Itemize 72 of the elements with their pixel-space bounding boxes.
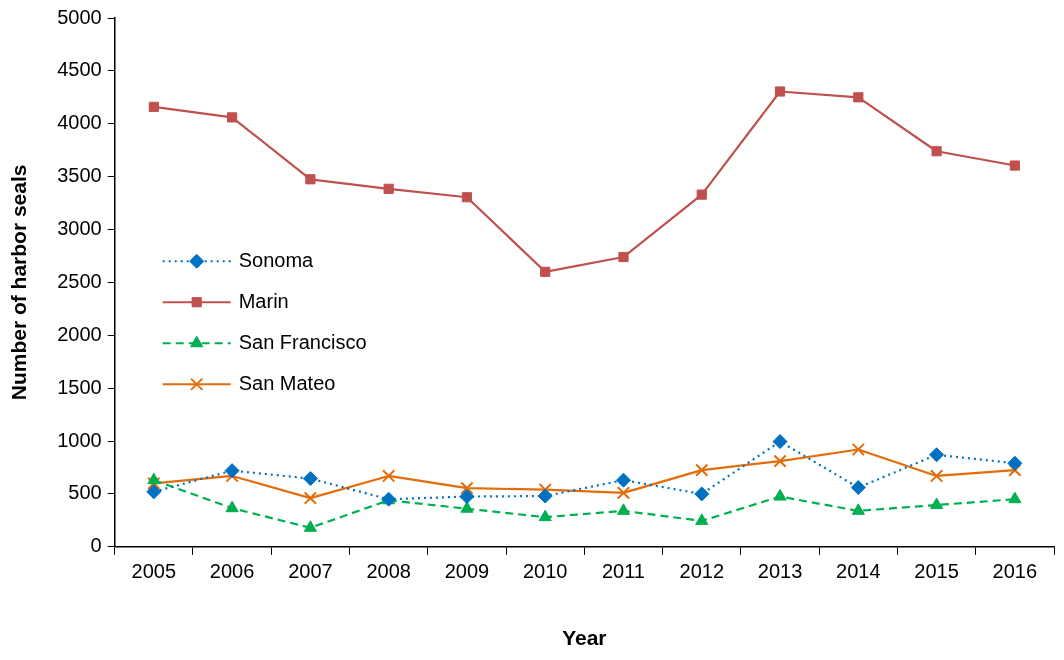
point <box>227 112 238 123</box>
y-tick-label: 4500 <box>57 58 102 81</box>
point <box>929 447 945 463</box>
x-tick-label: 2006 <box>209 560 255 583</box>
point <box>616 503 631 515</box>
legend-label: Marin <box>238 289 289 312</box>
point <box>930 497 944 510</box>
y-tick-label: 3000 <box>57 217 102 240</box>
y-tick-label: 2000 <box>57 322 102 345</box>
point <box>460 501 474 513</box>
y-axis-title: Number of harbor seals <box>7 164 31 401</box>
point <box>694 486 710 502</box>
point <box>383 183 394 194</box>
x-tick-label: 2005 <box>131 560 177 583</box>
x-tick-label: 2013 <box>757 560 803 583</box>
point <box>615 472 631 488</box>
x-tick-label: 2015 <box>914 560 959 583</box>
point <box>146 484 162 500</box>
y-tick-label: 5000 <box>57 5 102 28</box>
point <box>850 480 866 496</box>
point <box>853 92 864 103</box>
point <box>147 476 161 490</box>
point <box>382 469 396 483</box>
point <box>618 251 629 263</box>
point <box>148 101 159 112</box>
point <box>774 86 786 97</box>
point <box>696 189 707 200</box>
point <box>540 266 551 277</box>
point <box>931 146 942 157</box>
point <box>695 463 709 477</box>
y-tick-label: 1500 <box>57 375 102 398</box>
y-tick-label: 1000 <box>57 428 102 451</box>
point <box>695 513 709 525</box>
point <box>305 174 316 185</box>
x-tick-label: 2008 <box>366 560 411 583</box>
x-tick-label: 2011 <box>601 560 645 583</box>
x-tick-label: 2014 <box>836 560 881 583</box>
point <box>460 481 474 495</box>
y-tick-label: 500 <box>68 481 102 504</box>
point <box>773 489 787 501</box>
x-tick-label: 2012 <box>679 560 725 583</box>
point <box>929 469 944 483</box>
y-tick-label: 2500 <box>57 269 102 292</box>
point <box>773 454 787 468</box>
legend-label: Sonoma <box>238 248 315 271</box>
x-tick-label: 2016 <box>992 560 1038 583</box>
y-tick-label: 4000 <box>57 111 102 134</box>
point <box>616 486 631 500</box>
point <box>459 489 475 505</box>
y-tick-label: 0 <box>90 534 102 557</box>
point <box>851 503 865 515</box>
point <box>224 463 240 479</box>
point <box>461 192 473 203</box>
point <box>225 500 239 513</box>
point <box>303 491 318 505</box>
legend-label: San Francisco <box>238 330 367 353</box>
y-tick-label: 3500 <box>57 164 102 187</box>
point <box>1008 491 1022 504</box>
point <box>538 509 552 522</box>
x-axis-title: Year <box>562 626 607 650</box>
legend-label: San Mateo <box>238 371 336 394</box>
point <box>772 434 788 450</box>
point <box>1009 160 1020 171</box>
point <box>303 520 317 532</box>
point <box>851 442 865 457</box>
x-tick-label: 2007 <box>288 560 333 583</box>
x-tick-label: 2010 <box>522 560 568 583</box>
point <box>1007 455 1023 471</box>
point <box>147 472 161 485</box>
x-tick-label: 2009 <box>444 560 490 583</box>
point <box>302 471 318 487</box>
point <box>537 488 553 504</box>
